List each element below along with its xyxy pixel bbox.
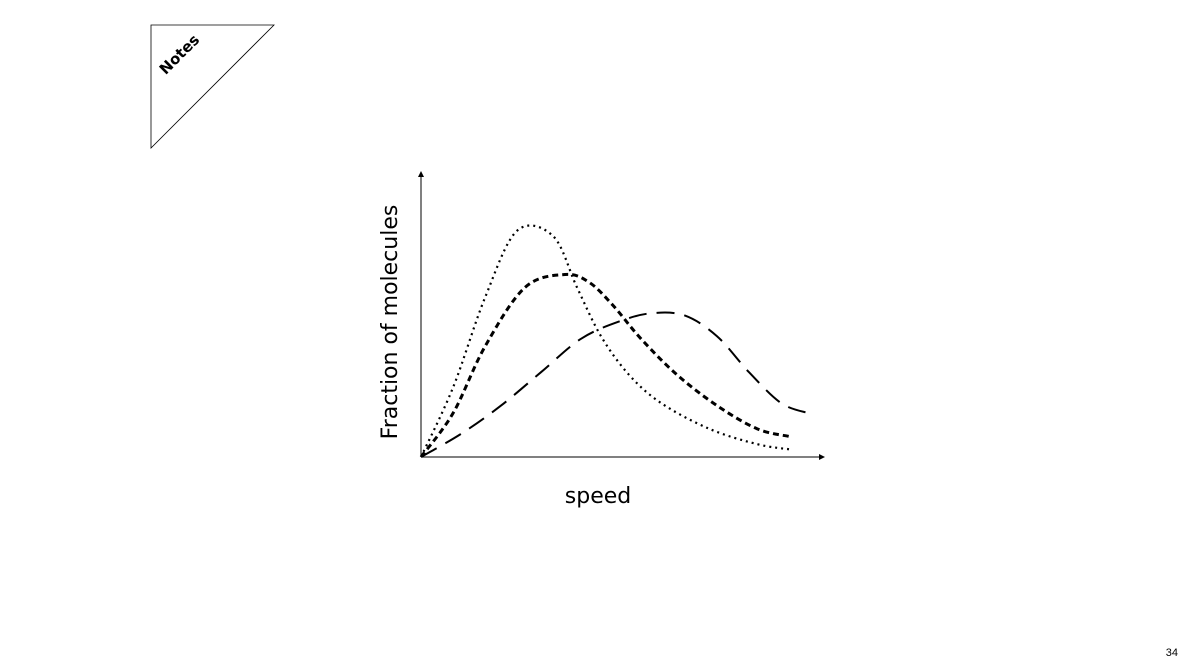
x-axis-label: speed — [565, 484, 631, 509]
notes-tab-triangle — [150, 24, 275, 149]
notes-tab: Notes — [150, 24, 275, 149]
series-line-2-dashed-short — [419, 272, 790, 458]
series-line-3-dashed-long — [420, 311, 810, 458]
series-line-1-dotted — [419, 224, 790, 458]
page-number: 34 — [1165, 647, 1178, 659]
y-axis-label: Fraction of molecules — [378, 205, 403, 440]
series-layer — [419, 224, 810, 458]
